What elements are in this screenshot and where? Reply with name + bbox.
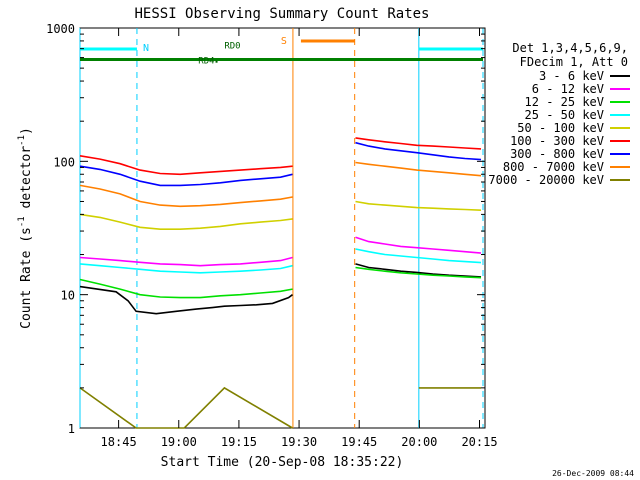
y-axis-label-end: ) [19,127,34,135]
series-line-7-b [355,161,482,177]
legend-header-line2: FDecim 1, Att 0 [520,55,628,69]
series-line-5-b [355,137,482,150]
axis-layer: 18:45 19:00 19:15 19:30 19:45 20:00 20:15 1 10 10… [46,22,497,449]
legend-header-line1: Det 1,3,4,5,6,9, [512,41,628,55]
legend-label-8: 7000 - 20000 keV [488,173,604,187]
series-line-2 [79,278,293,299]
series-line-6 [79,165,293,187]
series-line-3-b [355,248,482,264]
x-tick-label-2: 19:15 [221,435,257,449]
series-line-3 [79,263,293,274]
y-tick-label-1: 10 [61,289,75,303]
legend-label-3: 25 - 50 keV [525,108,604,122]
legend-label-4: 50 - 100 keV [517,121,604,135]
series-line-2-b [355,266,482,279]
series-line-1-b [355,236,482,254]
y-axis-label: Count Rate (s-1 detector-1) [17,127,34,329]
annotation-rd0: RD0 [224,42,240,52]
series-line-8 [79,386,293,429]
y-tick-label-0: 1 [68,422,75,436]
y-axis-label-mid: detector [19,146,34,217]
series-line-4-b [355,200,482,211]
x-tick-label-0: 18:45 [101,435,137,449]
series-line-0-b [355,263,482,278]
legend-label-2: 12 - 25 keV [525,95,604,109]
series-line-6-b [355,141,482,161]
series-line-0 [79,285,293,315]
annotation-rd4: RD4 [198,57,214,67]
annotation-marker [215,60,218,63]
chart-title: HESSI Observing Summary Count Rates [134,6,429,22]
x-tick-label-1: 19:00 [161,435,197,449]
x-tick-label-4: 19:45 [341,435,377,449]
night-band-label-0: N [143,43,149,54]
series-layer [79,137,482,429]
orbit-bands: N S RD0 RD4 [79,28,484,428]
series-line-5 [79,155,293,176]
legend-label-7: 800 - 7000 keV [503,160,604,174]
series-line-4 [79,213,293,230]
y-axis-label-main: Count Rate (s [19,227,34,329]
y-axis-label-sup2: -1 [17,135,27,146]
legend-label-0: 3 - 6 keV [539,69,604,83]
saa-band-label: S [281,36,287,47]
footer-date: 26-Dec-2009 08:44 [552,469,634,478]
x-axis-label: Start Time (20-Sep-08 18:35:22) [161,455,404,470]
y-tick-label-2: 100 [53,155,75,169]
x-tick-label-6: 20:15 [461,435,497,449]
legend-label-6: 300 - 800 keV [510,147,604,161]
legend-label-1: 6 - 12 keV [532,82,604,96]
y-axis-label-sup1: -1 [17,216,27,227]
series-line-1 [79,256,293,267]
y-tick-label-3: 1000 [46,22,75,36]
legend-label-5: 100 - 300 keV [510,134,604,148]
series-line-7 [79,184,293,208]
x-tick-label-5: 20:00 [401,435,437,449]
x-tick-label-3: 19:30 [281,435,317,449]
